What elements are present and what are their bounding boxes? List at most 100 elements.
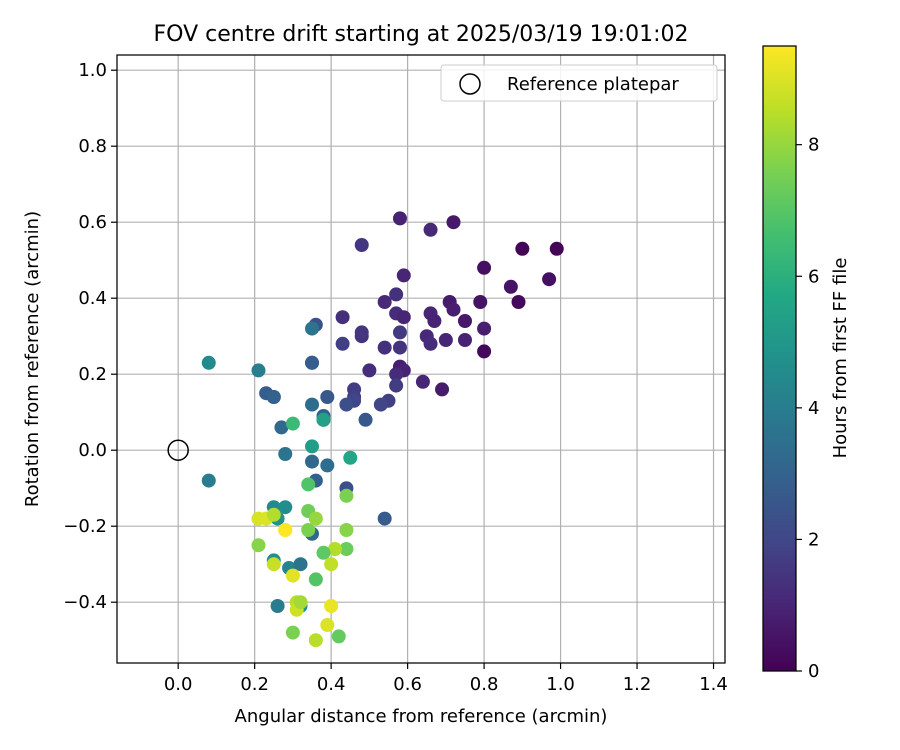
data-point	[201, 473, 216, 488]
colorbar: 0 2 4 6 8 Hours from first FF file	[762, 45, 851, 682]
data-point	[270, 599, 285, 613]
data-point	[343, 450, 358, 465]
x-tick-label: 0.6	[393, 674, 422, 695]
data-point	[324, 557, 339, 572]
plot-frame	[116, 54, 726, 664]
x-tick-label: 0.8	[470, 674, 499, 695]
legend-entry-label: Reference platepar	[507, 74, 679, 95]
reference-platepar-point	[167, 439, 189, 461]
data-point	[285, 416, 300, 431]
data-point	[457, 333, 472, 347]
axis-ticks: 0.0 0.2 0.4 0.6 0.8 1.0 1.2 1.4 −0.4 −0.2 0.0 0.2 0.…	[63, 60, 728, 695]
grid-lines	[117, 55, 725, 663]
x-tick-label: 1.4	[699, 674, 728, 695]
data-point	[285, 625, 300, 640]
x-tick-label: 0.0	[164, 674, 193, 695]
colorbar-tick-label: 8	[808, 135, 819, 156]
data-point	[278, 447, 293, 461]
data-point	[427, 314, 442, 328]
data-point	[354, 325, 369, 340]
data-point	[339, 542, 354, 556]
data-point	[308, 633, 323, 648]
data-point	[435, 382, 450, 397]
data-point	[423, 222, 438, 237]
colorbar-label: Hours from first FF file	[830, 258, 851, 459]
data-point	[316, 412, 331, 427]
y-tick-label: 1.0	[78, 60, 107, 81]
data-points	[201, 211, 564, 648]
data-point	[392, 211, 407, 226]
data-point	[251, 538, 266, 553]
data-point	[423, 336, 438, 351]
data-point	[457, 314, 472, 328]
y-tick-label: 0.2	[78, 364, 107, 385]
data-point	[308, 511, 323, 526]
y-tick-label: 0.4	[78, 288, 107, 309]
reference-marker	[167, 439, 189, 461]
data-point	[266, 507, 281, 522]
data-point	[320, 618, 335, 632]
data-point	[377, 340, 392, 355]
data-point	[477, 344, 492, 359]
data-point	[308, 572, 323, 587]
data-point	[477, 260, 492, 275]
data-point	[331, 629, 346, 644]
data-point	[305, 355, 320, 370]
x-tick-label: 1.2	[623, 674, 652, 695]
colorbar-frame	[762, 45, 797, 672]
colorbar-ticks: 0 2 4 6 8	[796, 135, 819, 682]
data-point	[301, 523, 316, 537]
data-point	[316, 545, 331, 560]
data-point	[305, 321, 320, 336]
data-point	[415, 374, 430, 389]
y-tick-label: −0.2	[63, 516, 107, 537]
data-point	[339, 523, 354, 537]
chart-title: FOV centre drift starting at 2025/03/19 …	[154, 22, 689, 47]
data-point	[446, 215, 461, 230]
data-point	[327, 542, 342, 556]
data-point	[373, 397, 388, 412]
data-point	[503, 279, 518, 294]
data-point	[392, 340, 407, 355]
data-point	[201, 355, 216, 370]
data-point	[362, 363, 377, 378]
data-point	[251, 363, 266, 378]
data-point	[266, 557, 281, 572]
data-point	[396, 310, 411, 325]
data-point	[305, 454, 320, 469]
data-point	[377, 295, 392, 309]
data-point	[274, 420, 289, 435]
data-point	[473, 295, 488, 309]
data-point	[305, 439, 320, 454]
x-tick-label: 1.0	[546, 674, 575, 695]
data-point	[354, 238, 369, 252]
data-point	[320, 458, 335, 473]
data-point	[542, 272, 557, 287]
y-axis-label: Rotation from reference (arcmin)	[22, 211, 43, 507]
data-point	[324, 599, 339, 613]
colorbar-tick-label: 4	[808, 398, 819, 419]
data-point	[358, 412, 373, 427]
data-point	[377, 511, 392, 526]
data-point	[438, 333, 453, 347]
data-point	[285, 568, 300, 583]
legend: Reference platepar	[440, 64, 718, 102]
data-point	[389, 367, 404, 382]
data-point	[511, 295, 526, 309]
data-point	[293, 557, 308, 572]
data-point	[301, 477, 316, 492]
x-tick-label: 0.2	[240, 674, 269, 695]
data-point	[392, 325, 407, 340]
colorbar-tick-label: 0	[808, 661, 819, 682]
data-point	[335, 336, 350, 351]
data-point	[477, 321, 492, 336]
data-point	[549, 241, 564, 256]
data-point	[339, 488, 354, 503]
data-point	[389, 287, 404, 302]
legend-reference-marker	[459, 73, 481, 95]
colorbar-tick-label: 2	[808, 529, 819, 550]
data-point	[446, 302, 461, 317]
data-point	[293, 595, 308, 610]
x-tick-label: 0.4	[317, 674, 346, 695]
y-tick-label: 0.8	[78, 136, 107, 157]
